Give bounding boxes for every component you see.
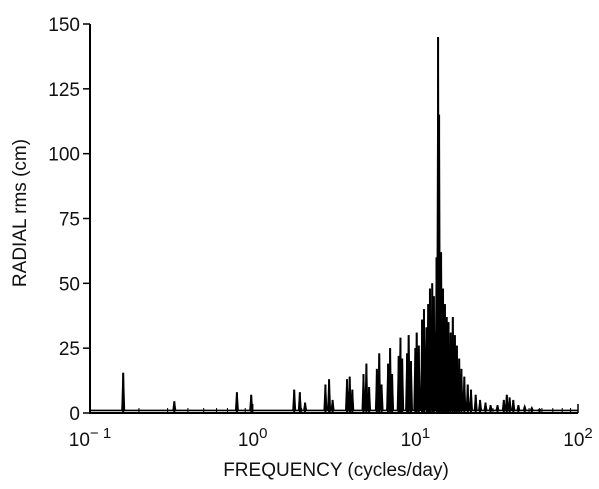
y-tick-label: 25	[59, 339, 80, 360]
series-0-line	[90, 36, 578, 412]
x-tick-label-exponent: − 1	[90, 425, 111, 442]
x-tick-label: 102	[563, 425, 592, 451]
x-tick-label: 100	[238, 425, 267, 451]
y-tick-label: 50	[59, 274, 80, 295]
y-tick-label: 0	[69, 404, 80, 425]
x-tick-label-exponent: 2	[584, 425, 592, 442]
x-tick-label: 10− 1	[69, 425, 111, 451]
y-axis-title: RADIAL rms (cm)	[10, 139, 31, 287]
tick-marks	[83, 23, 579, 414]
x-tick-label-exponent: 0	[259, 425, 267, 442]
x-tick-label-base: 10	[563, 430, 584, 451]
x-tick-label-base: 10	[238, 430, 259, 451]
x-tick-label-base: 10	[69, 430, 90, 451]
y-tick-label: 100	[48, 145, 80, 166]
x-tick-label: 101	[401, 425, 430, 451]
y-tick-label: 75	[59, 210, 80, 231]
y-tick-label: 125	[48, 80, 80, 101]
axes	[89, 24, 578, 414]
x-tick-label-base: 10	[401, 430, 422, 451]
x-tick-label-exponent: 1	[422, 425, 430, 442]
y-tick-label: 150	[48, 15, 80, 36]
x-axis-title: FREQUENCY (cycles/day)	[223, 460, 449, 481]
data-series	[90, 36, 578, 413]
